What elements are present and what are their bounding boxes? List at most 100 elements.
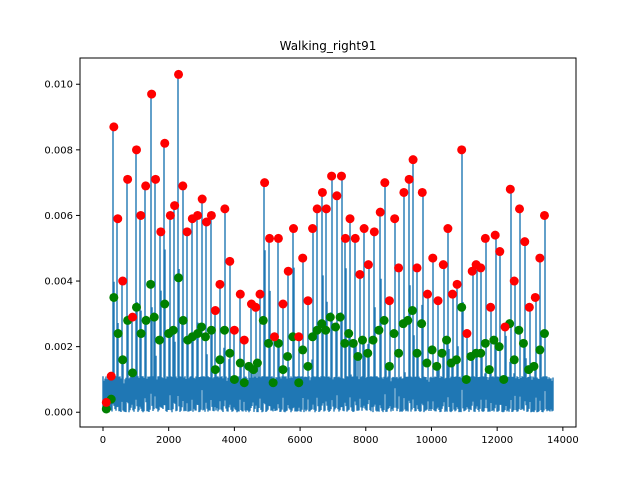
red-marker [220, 204, 230, 214]
red-marker [390, 214, 400, 224]
red-marker [380, 178, 390, 188]
green-marker [312, 325, 322, 335]
red-marker [131, 145, 141, 155]
red-marker [109, 122, 119, 132]
green-marker [348, 338, 358, 348]
green-marker [407, 306, 417, 316]
red-marker [265, 233, 275, 243]
green-marker [220, 325, 230, 335]
green-marker [321, 325, 331, 335]
red-marker [428, 253, 438, 263]
green-marker [539, 329, 549, 339]
red-marker [128, 312, 138, 322]
red-marker [462, 329, 472, 339]
x-tick-label: 0 [100, 435, 106, 446]
x-tick-label: 12000 [481, 435, 513, 446]
green-marker [432, 361, 442, 371]
red-marker [298, 253, 308, 263]
green-marker [374, 325, 384, 335]
red-marker [235, 289, 245, 299]
green-marker [149, 312, 159, 322]
red-marker [412, 263, 422, 273]
green-marker [394, 348, 404, 358]
green-marker [210, 365, 220, 375]
green-marker [225, 348, 235, 358]
red-marker [178, 181, 188, 191]
red-marker [136, 210, 146, 220]
red-marker [269, 332, 279, 342]
x-tick-label: 2000 [156, 435, 181, 446]
red-marker [174, 69, 184, 79]
green-marker [235, 358, 245, 368]
green-marker [529, 361, 539, 371]
red-marker [239, 335, 249, 345]
red-marker [101, 397, 111, 407]
red-marker [350, 233, 360, 243]
red-marker [486, 302, 496, 312]
red-marker [156, 227, 166, 237]
red-marker [438, 260, 448, 270]
green-marker [484, 365, 494, 375]
plot-frame [79, 57, 577, 428]
red-marker [480, 233, 490, 243]
green-marker [131, 302, 141, 312]
green-marker [384, 361, 394, 371]
green-marker [457, 302, 467, 312]
green-marker [248, 365, 258, 375]
red-marker [206, 210, 216, 220]
red-marker [336, 171, 346, 181]
red-marker [113, 214, 123, 224]
green-marker [278, 365, 288, 375]
green-marker-series [101, 273, 549, 414]
red-marker [260, 178, 270, 188]
red-marker [408, 155, 418, 165]
red-marker [197, 194, 207, 204]
green-marker [442, 335, 452, 345]
red-marker [123, 174, 133, 184]
x-axis: 0 2000 4000 6000 8000 10000 12000 14000 [100, 427, 579, 446]
red-marker [375, 207, 385, 217]
red-marker [193, 210, 203, 220]
red-marker [170, 201, 180, 211]
green-marker [141, 315, 151, 325]
green-marker [101, 404, 111, 414]
green-marker [283, 351, 293, 361]
red-marker [490, 230, 500, 240]
green-marker [308, 332, 318, 342]
green-marker [357, 335, 367, 345]
green-marker [427, 345, 437, 355]
green-marker [193, 329, 203, 339]
red-marker [182, 227, 192, 237]
red-marker [165, 210, 175, 220]
red-marker [457, 145, 467, 155]
red-marker [255, 289, 265, 299]
green-marker [160, 299, 170, 309]
red-marker [229, 325, 239, 335]
green-marker [403, 315, 413, 325]
green-marker [258, 315, 268, 325]
red-marker [308, 224, 318, 234]
red-marker [251, 302, 261, 312]
red-marker [515, 204, 525, 214]
red-marker-series [101, 69, 549, 407]
red-marker [495, 247, 505, 257]
green-marker [229, 374, 239, 384]
green-marker [422, 358, 432, 368]
green-marker [206, 325, 216, 335]
green-marker [335, 312, 345, 322]
green-marker [461, 374, 471, 384]
red-marker [289, 224, 299, 234]
red-marker [332, 191, 342, 201]
red-marker [278, 299, 288, 309]
green-marker [535, 345, 545, 355]
green-marker [154, 335, 164, 345]
green-marker [174, 273, 184, 283]
red-marker [447, 289, 457, 299]
green-marker [128, 368, 138, 378]
red-marker [433, 296, 443, 306]
red-marker [505, 184, 515, 194]
green-marker [389, 329, 399, 339]
red-marker [399, 187, 409, 197]
y-tick-label: 0.008 [44, 145, 73, 156]
